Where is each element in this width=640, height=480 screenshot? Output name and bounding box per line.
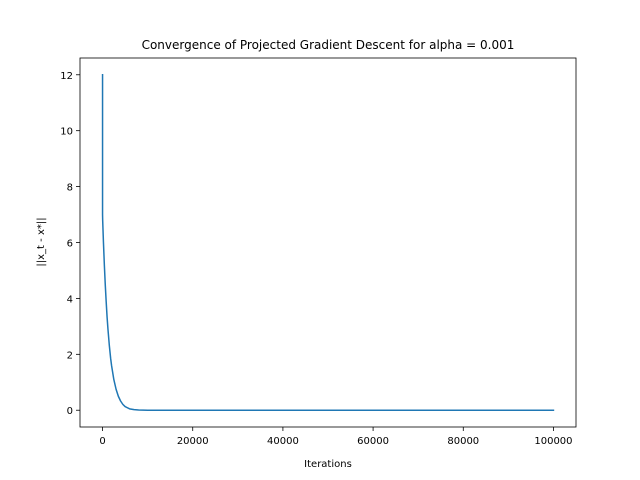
y-tick-label: 10 <box>60 127 73 138</box>
y-tick-label: 8 <box>67 183 73 194</box>
x-tick-label: 100000 <box>534 436 572 447</box>
x-axis-label: Iterations <box>304 459 352 470</box>
plot-area: 0 20000 40000 60000 80000 100000 0 2 4 6 8 10 12 <box>60 57 577 447</box>
x-tick-label: 80000 <box>447 436 479 447</box>
x-tick-label: 60000 <box>357 436 389 447</box>
y-tick-label: 6 <box>67 239 73 250</box>
y-tick-label: 0 <box>67 406 73 417</box>
y-axis-label: ||x_t - x*|| <box>36 217 47 266</box>
y-tick-label: 4 <box>67 294 73 305</box>
y-tick-label: 12 <box>60 71 73 82</box>
x-tick-label: 20000 <box>177 436 209 447</box>
series-line-0 <box>101 74 555 411</box>
y-tick-label: 2 <box>67 350 73 361</box>
x-tick-label: 0 <box>99 436 105 447</box>
x-tick-label: 40000 <box>267 436 299 447</box>
chart-title: Convergence of Projected Gradient Descen… <box>142 38 515 52</box>
